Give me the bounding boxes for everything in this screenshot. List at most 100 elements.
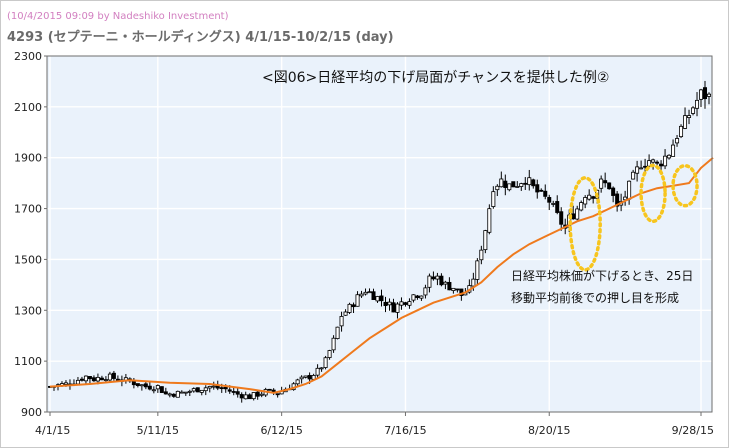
candle-body bbox=[631, 171, 636, 180]
plot-border bbox=[46, 55, 713, 413]
candle-body bbox=[367, 291, 372, 294]
candle-body bbox=[191, 388, 196, 392]
candle-body bbox=[275, 393, 280, 396]
candle-body bbox=[175, 390, 180, 398]
candle-body bbox=[163, 391, 168, 395]
candle-body bbox=[147, 385, 152, 390]
candle-body bbox=[559, 211, 564, 225]
candle-body bbox=[235, 391, 240, 395]
candle-body bbox=[203, 387, 208, 392]
candle-body bbox=[135, 383, 140, 387]
candle-body bbox=[251, 392, 256, 400]
candle-body bbox=[699, 89, 704, 100]
x-tick-label: 6/12/15 bbox=[260, 424, 302, 437]
candle-body bbox=[259, 393, 264, 396]
candle-body bbox=[431, 276, 436, 280]
candle-body bbox=[187, 390, 192, 393]
candle-body bbox=[199, 389, 204, 393]
candle-body bbox=[703, 87, 708, 100]
candle-body bbox=[587, 194, 592, 200]
candle-body bbox=[655, 161, 660, 164]
candle-body bbox=[83, 375, 88, 382]
candle-body bbox=[295, 379, 300, 385]
candle-body bbox=[483, 230, 488, 251]
candle-body bbox=[503, 180, 508, 188]
candle-body bbox=[475, 260, 480, 280]
candle-body bbox=[659, 163, 664, 167]
candle-body bbox=[639, 167, 644, 170]
candle-body bbox=[359, 293, 364, 297]
candle-body bbox=[211, 385, 216, 388]
candle-body bbox=[611, 187, 616, 196]
candle-body bbox=[207, 385, 212, 389]
candle-body bbox=[435, 275, 440, 280]
candle-body bbox=[91, 377, 96, 382]
candle-body bbox=[75, 379, 80, 385]
candle-body bbox=[671, 144, 676, 157]
candle-body bbox=[87, 376, 92, 380]
candle-body bbox=[535, 184, 540, 193]
candle-body bbox=[471, 278, 476, 287]
candle-body bbox=[599, 178, 604, 189]
candle-body bbox=[531, 179, 536, 187]
candle-body bbox=[239, 394, 244, 399]
grid-lines bbox=[47, 56, 712, 412]
candle-body bbox=[511, 181, 516, 188]
candle-body bbox=[107, 373, 112, 381]
candle-body bbox=[539, 189, 544, 192]
candle-body bbox=[111, 372, 116, 379]
candle-body bbox=[603, 180, 608, 184]
candle-body bbox=[583, 197, 588, 205]
candle-body bbox=[195, 387, 200, 393]
x-tick-label: 8/20/15 bbox=[528, 424, 570, 437]
candle-body bbox=[223, 386, 228, 390]
candle-body bbox=[159, 386, 164, 393]
candle-body bbox=[343, 311, 348, 316]
annotation-line-2: 移動平均前後での押し目を形成 bbox=[511, 290, 679, 305]
candle-body bbox=[643, 165, 648, 168]
candle-body bbox=[315, 367, 320, 376]
candle-body bbox=[155, 385, 160, 390]
candle-body bbox=[95, 376, 100, 382]
candle-body bbox=[151, 389, 156, 392]
candle-body bbox=[451, 287, 456, 291]
candle-body bbox=[387, 301, 392, 306]
candle-body bbox=[543, 190, 548, 197]
candle-body bbox=[415, 295, 420, 298]
candle-body bbox=[555, 201, 560, 213]
y-axis-ticks: 900 1100 1300 1500 1700 1900 2100 2300 bbox=[14, 50, 47, 419]
y-tick-label: 2300 bbox=[14, 50, 42, 63]
candle-body bbox=[339, 316, 344, 327]
candle-body bbox=[515, 186, 520, 188]
candle-body bbox=[627, 180, 632, 200]
stock-title: 4293 (セプテーニ・ホールディングス) 4/1/15-10/2/15 (da… bbox=[7, 30, 394, 45]
candle-body bbox=[183, 391, 188, 394]
candle-body bbox=[351, 304, 356, 308]
annotation-line-1: 日経平均株価が下げるとき、25日 bbox=[511, 268, 693, 283]
candle-body bbox=[495, 185, 500, 191]
candle-body bbox=[683, 115, 688, 129]
candle-body bbox=[591, 196, 596, 199]
candle-body bbox=[519, 183, 524, 187]
candle-body bbox=[327, 350, 332, 358]
candle-body bbox=[255, 391, 260, 397]
candle-body bbox=[647, 160, 652, 167]
y-tick-label: 900 bbox=[21, 406, 42, 419]
candle-body bbox=[363, 291, 368, 295]
candle-body bbox=[79, 378, 84, 381]
candle-body bbox=[395, 303, 400, 313]
candle-body bbox=[615, 193, 620, 207]
candle-body bbox=[323, 357, 328, 368]
plot-area bbox=[47, 56, 712, 412]
moving-average-line bbox=[49, 156, 714, 394]
candle-body bbox=[379, 295, 384, 302]
x-tick-label: 7/16/15 bbox=[384, 424, 426, 437]
candle-body bbox=[423, 287, 428, 296]
candle-body bbox=[551, 203, 556, 205]
candle-body bbox=[399, 301, 404, 306]
candle-body bbox=[407, 301, 412, 306]
candle-body bbox=[439, 275, 444, 286]
candle-body bbox=[547, 197, 552, 203]
candle-body bbox=[443, 281, 448, 285]
